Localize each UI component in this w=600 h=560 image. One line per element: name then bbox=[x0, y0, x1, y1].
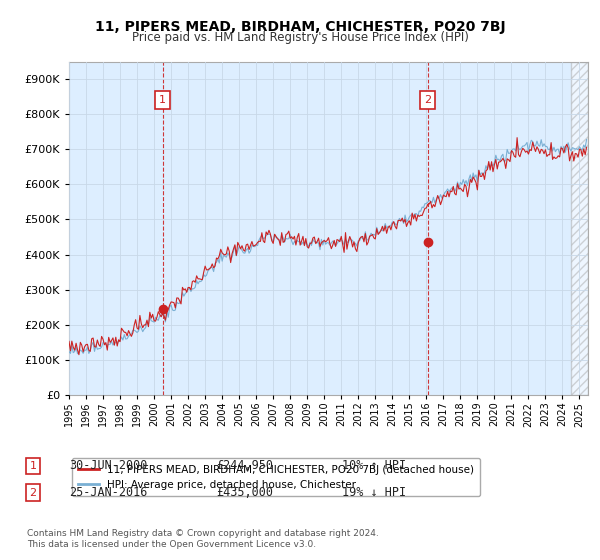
Text: 11, PIPERS MEAD, BIRDHAM, CHICHESTER, PO20 7BJ: 11, PIPERS MEAD, BIRDHAM, CHICHESTER, PO… bbox=[95, 20, 505, 34]
Text: 1: 1 bbox=[29, 461, 37, 471]
Text: 1: 1 bbox=[159, 95, 166, 105]
Text: Price paid vs. HM Land Registry's House Price Index (HPI): Price paid vs. HM Land Registry's House … bbox=[131, 31, 469, 44]
Text: £435,000: £435,000 bbox=[216, 486, 273, 500]
Text: 2: 2 bbox=[424, 95, 431, 105]
Text: Contains HM Land Registry data © Crown copyright and database right 2024.
This d: Contains HM Land Registry data © Crown c… bbox=[27, 529, 379, 549]
Text: 2: 2 bbox=[29, 488, 37, 498]
Text: 25-JAN-2016: 25-JAN-2016 bbox=[69, 486, 148, 500]
Text: 19% ↓ HPI: 19% ↓ HPI bbox=[342, 486, 406, 500]
Text: £244,950: £244,950 bbox=[216, 459, 273, 473]
Bar bbox=[571, 62, 588, 395]
Text: 10% ↑ HPI: 10% ↑ HPI bbox=[342, 459, 406, 473]
Legend: 11, PIPERS MEAD, BIRDHAM, CHICHESTER, PO20 7BJ (detached house), HPI: Average pr: 11, PIPERS MEAD, BIRDHAM, CHICHESTER, PO… bbox=[71, 458, 480, 496]
Text: 30-JUN-2000: 30-JUN-2000 bbox=[69, 459, 148, 473]
